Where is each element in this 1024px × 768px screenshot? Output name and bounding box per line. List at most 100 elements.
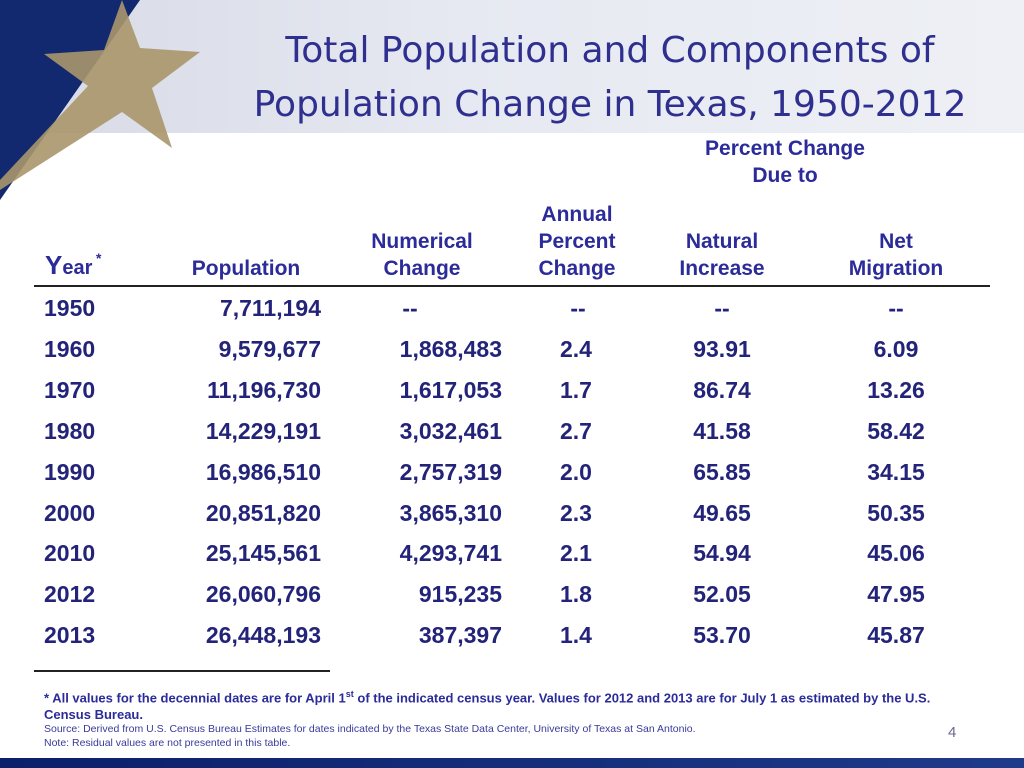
numerical-change-cell: 1,868,483	[399, 335, 502, 362]
slide-title: Total Population and Components of Popul…	[200, 24, 1020, 132]
natural-increase-header: Natural Increase	[662, 228, 782, 282]
table-row: 2010 25,145,561 4,293,741 2.1 54.94 45.06	[0, 533, 1024, 573]
table-row: 2000 20,851,820 3,865,310 2.3 49.65 50.35	[0, 493, 1024, 533]
footnote-divider	[34, 670, 330, 672]
year-cell: 1960	[44, 335, 96, 362]
bottom-bar	[0, 758, 1024, 768]
population-cell: 11,196,730	[207, 376, 321, 403]
population-cell: 9,579,677	[218, 335, 321, 362]
natural-increase-cell: 41.58	[693, 417, 751, 444]
percent-change-header: Percent Change Due to	[680, 135, 890, 189]
numerical-line-2: Change	[383, 257, 461, 280]
net-migration-cell: 45.06	[867, 540, 925, 567]
year-cell: 1990	[44, 458, 96, 485]
natural-increase-cell: 86.74	[693, 376, 751, 403]
percent-change-line-1: Percent Change	[705, 137, 865, 160]
annual-line-3: Change	[538, 257, 616, 280]
net-line-1: Net	[879, 230, 913, 253]
numerical-change-cell: 4,293,741	[399, 540, 502, 567]
annual-percent-cell: 2.4	[560, 335, 592, 362]
year-cell: 2013	[44, 622, 96, 649]
table-row: 1990 16,986,510 2,757,319 2.0 65.85 34.15	[0, 452, 1024, 492]
table-row: 1970 11,196,730 1,617,053 1.7 86.74 13.26	[0, 370, 1024, 410]
lone-star-corner-icon	[0, 0, 200, 200]
table-row: 2012 26,060,796 915,235 1.8 52.05 47.95	[0, 574, 1024, 614]
population-cell: 26,448,193	[205, 622, 321, 649]
title-line-1: Total Population and Components of	[285, 30, 935, 71]
annual-percent-cell: 1.8	[560, 581, 592, 608]
year-cell: 1980	[44, 417, 96, 444]
numerical-change-cell: 2,757,319	[399, 458, 502, 485]
annual-percent-cell: 1.7	[560, 376, 592, 403]
numerical-change-cell: --	[402, 295, 418, 321]
lone-star-icon	[0, 0, 200, 190]
numerical-change-cell: 387,397	[418, 622, 502, 649]
note-line: Note: Residual values are not presented …	[44, 737, 291, 749]
net-migration-cell: 34.15	[867, 458, 925, 485]
natural-increase-cell: 65.85	[693, 458, 751, 485]
footnote: * All values for the decennial dates are…	[44, 686, 944, 723]
numerical-change-header: Numerical Change	[352, 228, 492, 282]
year-footnote-marker: *	[95, 250, 101, 266]
annual-line-1: Annual	[541, 203, 613, 226]
net-migration-cell: 50.35	[867, 499, 925, 526]
population-cell: 14,229,191	[205, 417, 321, 444]
numerical-change-cell: 1,617,053	[399, 376, 502, 403]
source-line: Source: Derived from U.S. Census Bureau …	[44, 723, 696, 735]
numerical-change-cell: 3,865,310	[399, 499, 502, 526]
population-cell: 16,986,510	[205, 458, 321, 485]
percent-change-line-2: Due to	[752, 164, 818, 187]
year-cell: 2010	[44, 540, 96, 567]
year-cell: 1950	[44, 295, 96, 321]
natural-increase-cell: 52.05	[693, 581, 751, 608]
natural-increase-cell: 49.65	[693, 499, 751, 526]
year-header-rest: ear	[62, 257, 93, 279]
annual-percent-cell: 2.7	[560, 417, 592, 444]
population-cell: 7,711,194	[219, 295, 321, 321]
natural-increase-cell: --	[714, 295, 730, 321]
year-cell: 2000	[44, 499, 96, 526]
net-migration-cell: 6.09	[873, 335, 919, 362]
population-cell: 25,145,561	[205, 540, 321, 567]
annual-percent-cell: 1.4	[560, 622, 592, 649]
annual-percent-change-header: Annual Percent Change	[517, 201, 637, 282]
title-line-2: Population Change in Texas, 1950-2012	[253, 84, 967, 125]
numerical-line-1: Numerical	[371, 230, 473, 253]
annual-percent-cell: 2.1	[560, 540, 592, 567]
natural-increase-cell: 93.91	[693, 335, 751, 362]
population-cell: 20,851,820	[205, 499, 321, 526]
table-row: 1950 7,711,194 -- -- -- --	[0, 288, 1024, 328]
annual-line-2: Percent	[538, 230, 616, 253]
net-migration-header: Net Migration	[836, 228, 956, 282]
source-notes: Source: Derived from U.S. Census Bureau …	[44, 722, 696, 750]
net-migration-cell: 58.42	[867, 417, 925, 444]
net-migration-cell: 13.26	[867, 376, 925, 403]
annual-percent-cell: 2.3	[560, 499, 592, 526]
footnote-part-2: of the indicated census year. Values for…	[44, 690, 931, 723]
page-number: 4	[948, 724, 957, 741]
year-header-initial: Y	[45, 250, 63, 280]
table-row: 1960 9,579,677 1,868,483 2.4 93.91 6.09	[0, 329, 1024, 369]
natural-line-1: Natural	[685, 230, 759, 253]
annual-percent-cell: --	[570, 295, 586, 321]
year-cell: 2012	[44, 581, 96, 608]
population-header: Population	[191, 257, 301, 280]
net-line-2: Migration	[848, 257, 944, 280]
net-migration-cell: 45.87	[867, 622, 925, 649]
population-cell: 26,060,796	[205, 581, 321, 608]
table-row: 1980 14,229,191 3,032,461 2.7 41.58 58.42	[0, 411, 1024, 451]
footnote-superscript: st	[345, 689, 354, 699]
year-header: Year *	[45, 250, 101, 281]
numerical-change-cell: 3,032,461	[399, 417, 502, 444]
annual-percent-cell: 2.0	[560, 458, 592, 485]
table-row: 2013 26,448,193 387,397 1.4 53.70 45.87	[0, 615, 1024, 655]
footnote-part-1: * All values for the decennial dates are…	[44, 690, 346, 706]
natural-line-2: Increase	[679, 257, 765, 280]
net-migration-cell: --	[888, 295, 904, 321]
natural-increase-cell: 54.94	[693, 540, 751, 567]
net-migration-cell: 47.95	[867, 581, 925, 608]
numerical-change-cell: 915,235	[418, 581, 502, 608]
natural-increase-cell: 53.70	[693, 622, 751, 649]
header-divider	[34, 285, 990, 287]
year-cell: 1970	[44, 376, 96, 403]
